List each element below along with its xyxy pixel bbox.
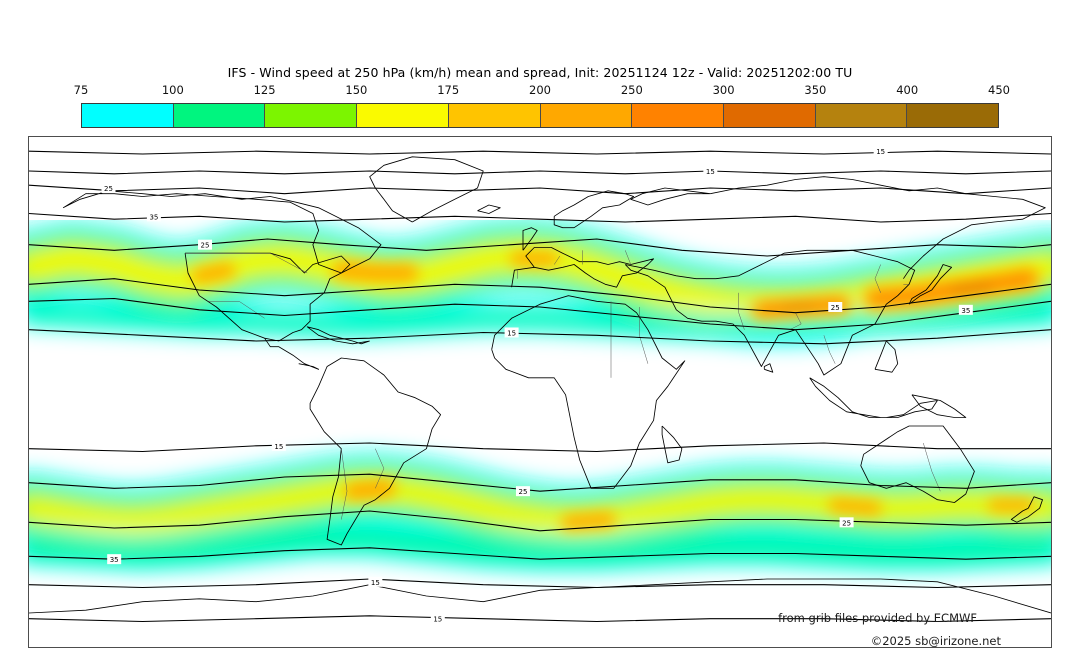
colorbar-tick-100: 100: [161, 83, 184, 97]
colorbar-segment-350-400: [815, 104, 908, 127]
svg-text:15: 15: [433, 616, 442, 624]
svg-text:25: 25: [519, 488, 528, 496]
colorbar-tick-400: 400: [896, 83, 919, 97]
colorbar-segment-175-200: [448, 104, 541, 127]
svg-text:15: 15: [274, 443, 283, 451]
map-canvas[interactable]: 15 15 25 35 25 25 35 15 15 25 25 35 15 15: [28, 136, 1052, 648]
colorbar-segment-100-125: [173, 104, 266, 127]
svg-text:15: 15: [876, 148, 885, 156]
svg-text:15: 15: [706, 168, 715, 176]
colorbar-segment-400-450: [907, 104, 999, 127]
colorbar-segment-200-250: [540, 104, 633, 127]
svg-text:25: 25: [104, 185, 113, 193]
colorbar-tick-labels: 75 100 125 150 175 200 250 300 350 400 4…: [74, 83, 1010, 99]
svg-text:25: 25: [201, 242, 210, 250]
colorbar-tick-175: 175: [437, 83, 460, 97]
copyright-credit: ©2025 sb@irizone.net: [870, 634, 1001, 648]
colorbar-tick-450: 450: [988, 83, 1010, 97]
page-title: IFS - Wind speed at 250 hPa (km/h) mean …: [227, 65, 853, 80]
map-plot: 15 15 25 35 25 25 35 15 15 25 25 35 15 15: [29, 137, 1051, 647]
colorbar-tick-300: 300: [712, 83, 735, 97]
svg-text:15: 15: [507, 330, 516, 338]
colorbar-tick-350: 350: [804, 83, 827, 97]
colorbar-tick-150: 150: [345, 83, 368, 97]
colorbar-tick-200: 200: [529, 83, 551, 97]
svg-text:15: 15: [371, 579, 380, 587]
svg-text:25: 25: [842, 519, 851, 527]
colorbar-segment-150-175: [357, 104, 449, 127]
svg-text:35: 35: [149, 213, 158, 221]
data-source-credit: from grib files provided by ECMWF: [778, 611, 977, 625]
colorbar-segment-250-300: [632, 104, 724, 127]
colorbar-tick-250: 250: [620, 83, 643, 97]
colorbar-tick-75: 75: [73, 83, 89, 97]
svg-text:35: 35: [110, 556, 119, 564]
colorbar-segment-125-150: [265, 104, 358, 127]
colorbar: [81, 103, 999, 128]
colorbar-segment-75-100: [82, 104, 174, 127]
svg-text:25: 25: [831, 304, 840, 312]
colorbar-gradient: [81, 103, 999, 128]
colorbar-segment-300-350: [723, 104, 816, 127]
colorbar-tick-125: 125: [253, 83, 276, 97]
svg-text:35: 35: [961, 307, 970, 315]
